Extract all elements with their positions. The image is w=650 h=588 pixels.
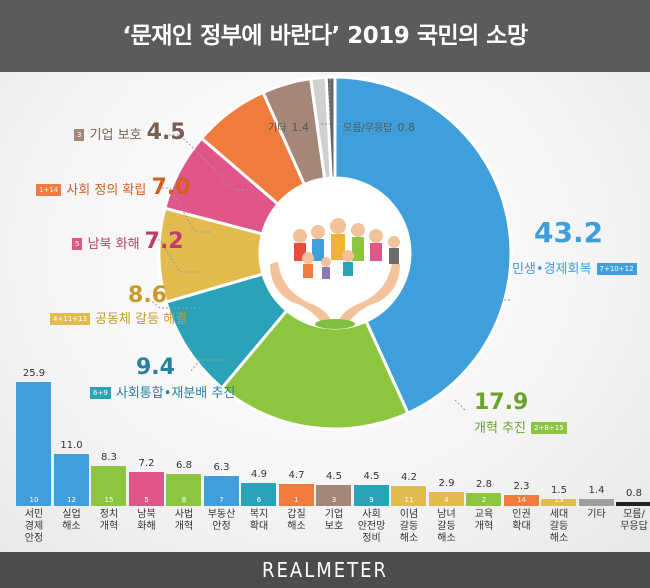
bar-value-7: 4.7	[288, 469, 305, 481]
bar-category-12: 교육 개혁	[474, 509, 494, 532]
label-no-answer: 모름/무응답 0.8	[343, 121, 415, 134]
bar-code-1: 12	[67, 496, 76, 504]
label-integration-value: 9.4	[136, 355, 175, 380]
bar-category-11: 남녀 갈등 해소	[437, 509, 456, 544]
bar-code-10: 11	[404, 496, 414, 504]
bar-value-3: 7.2	[138, 457, 155, 469]
bar-code-8: 3	[331, 496, 337, 504]
leader-line-5	[320, 79, 331, 125]
bar-code-4: 8	[181, 496, 187, 504]
bar-6	[241, 482, 276, 506]
leader-line-8	[454, 399, 466, 411]
bar-value-1: 11.0	[60, 439, 83, 451]
bar-value-15: 1.4	[588, 485, 605, 497]
bar-value-6: 4.9	[251, 468, 267, 480]
leader-line-1	[160, 187, 210, 233]
bar-1	[53, 453, 89, 506]
bar-value-2: 8.3	[101, 452, 117, 464]
bar-category-4: 사법 개혁	[174, 509, 194, 532]
bar-category-5: 부동산 안정	[207, 509, 236, 532]
bar-code-5: 7	[219, 496, 224, 504]
bar-value-11: 2.9	[438, 478, 455, 490]
bar-category-9: 사회 안전망 정비	[357, 509, 386, 544]
bar-12	[466, 492, 501, 506]
label-community-value: 8.6	[128, 283, 167, 308]
page-title: ‘문재인 정부에 바란다’ 2019 국민의 소망	[0, 0, 650, 72]
bar-code-7: 1	[294, 496, 299, 504]
bar-code-11: 4	[444, 496, 449, 504]
bar-value-12: 2.8	[476, 478, 492, 490]
bar-code-0: 10	[29, 496, 39, 504]
label-reform-value: 17.9	[474, 390, 529, 415]
bar-category-0: 서민 경제 안정	[24, 509, 44, 544]
bar-code-6: 6	[256, 496, 262, 504]
leader-line-4	[189, 359, 228, 373]
hands-and-people-illustration	[270, 218, 400, 329]
bar-code-12: 2	[481, 496, 487, 504]
bar-value-5: 6.3	[213, 461, 230, 473]
bar-11	[428, 492, 464, 506]
bar-value-4: 6.8	[176, 459, 192, 471]
bar-category-16: 모름/ 무응답	[620, 509, 648, 532]
label-economy: 민생•경제회복 7+10+12	[512, 258, 637, 277]
bar-category-6: 복지 확대	[249, 509, 269, 532]
label-integration: 6+9 사회통합•재분배 추진	[90, 382, 235, 401]
bar-10	[391, 485, 426, 506]
bar-value-10: 4.2	[401, 471, 417, 483]
label-business: 3 기업 보호 4.5	[74, 120, 186, 145]
leader-line-2	[150, 239, 198, 273]
bar-5	[203, 475, 239, 506]
bar-category-1: 실업 해소	[62, 509, 81, 532]
bar-code-9: 9	[369, 496, 374, 504]
bar-category-15: 기타	[587, 509, 606, 520]
bar-4	[166, 473, 201, 506]
bar-value-0: 25.9	[22, 368, 46, 380]
bar-category-10: 이념 갈등 해소	[399, 509, 419, 544]
bar-value-8: 4.5	[326, 470, 342, 482]
bar-8	[316, 484, 351, 506]
leader-line-6	[337, 79, 345, 125]
brand-logo: REALMETER	[0, 552, 650, 588]
pie-slice-8	[324, 75, 337, 180]
label-korea-peace: 5 남북 화해 7.2	[72, 229, 184, 254]
bar-13	[503, 495, 539, 506]
bar-9	[353, 484, 389, 506]
bar-2	[91, 466, 126, 506]
label-justice: 1+14 사회 정의 확립 7.0	[36, 175, 190, 200]
bar-0	[16, 382, 51, 506]
leader-line-3	[149, 299, 200, 309]
bar-15	[578, 499, 614, 506]
bar-14	[541, 498, 576, 506]
bar-category-3: 남북 화해	[137, 509, 156, 532]
bar-value-13: 2.3	[513, 481, 530, 493]
pie-slice-0	[333, 75, 513, 416]
label-other: 기타 1.4	[268, 121, 309, 134]
bar-16	[616, 502, 650, 506]
bar-code-3: 5	[144, 496, 149, 504]
bar-category-14: 세대 갈등 해소	[549, 509, 569, 544]
bar-value-14: 1.5	[551, 484, 567, 496]
donut-chart	[149, 75, 513, 431]
bar-code-14: 13	[554, 496, 564, 504]
label-community: 4+11+13 공동체 갈등 해결	[50, 308, 187, 327]
bar-3	[128, 471, 164, 506]
bar-value-9: 4.5	[363, 470, 380, 482]
bar-category-7: 갑질 해소	[287, 509, 306, 532]
bar-category-13: 인권 확대	[512, 509, 531, 532]
bar-category-8: 기업 보호	[324, 509, 344, 532]
label-economy-value: 43.2	[534, 216, 604, 249]
bar-value-16: 0.8	[626, 488, 642, 500]
bar-category-2: 정치 개혁	[99, 509, 119, 532]
label-reform: 개혁 추진 2+8+15	[474, 417, 567, 436]
bar-code-13: 14	[517, 496, 526, 504]
bar-code-2: 15	[104, 496, 114, 504]
bar-7	[278, 483, 314, 506]
